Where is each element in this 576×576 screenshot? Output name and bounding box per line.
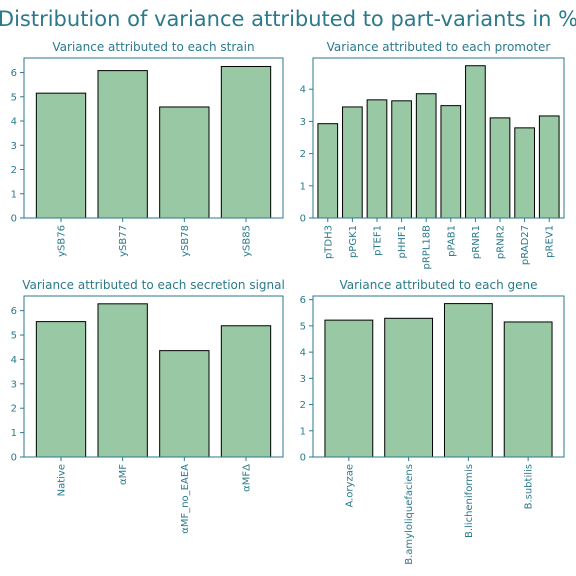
x-tick-label: pRPL18B bbox=[422, 225, 433, 270]
bar bbox=[443, 303, 493, 458]
subplot-secretion-signal: Variance attributed to each secretion si… bbox=[11, 278, 285, 534]
y-tick-label: 3 bbox=[11, 379, 17, 390]
bar bbox=[415, 93, 437, 219]
bar bbox=[220, 65, 272, 219]
y-tick-label: 4 bbox=[300, 85, 306, 96]
x-tick-label: pRNR2 bbox=[496, 225, 507, 259]
y-tick-label: 1 bbox=[11, 428, 17, 439]
bar bbox=[97, 303, 148, 458]
bar bbox=[440, 105, 462, 219]
y-tick-label: 5 bbox=[300, 321, 306, 332]
x-tick-label: B.amyloliquefaciens bbox=[404, 464, 415, 565]
x-tick-label: Native bbox=[57, 464, 68, 496]
x-tick-label: B.licheniformis bbox=[464, 464, 475, 538]
bar bbox=[35, 321, 87, 458]
bar bbox=[35, 92, 87, 219]
bar bbox=[514, 127, 535, 219]
x-tick-label: ySB78 bbox=[180, 225, 191, 257]
y-tick-label: 3 bbox=[300, 374, 306, 385]
axes-frame bbox=[23, 57, 284, 219]
axes-frame bbox=[23, 295, 284, 458]
y-tick-label: 4 bbox=[11, 355, 17, 366]
y-tick-label: 2 bbox=[300, 400, 306, 411]
bar bbox=[220, 325, 272, 458]
subplot-title: Variance attributed to each promoter bbox=[327, 40, 551, 54]
x-tick-label: αMF_no_EAEA bbox=[180, 464, 191, 534]
x-tick-label: pPAB1 bbox=[446, 225, 457, 257]
x-tick-label: pRAD27 bbox=[520, 225, 531, 265]
x-tick-label: pTDH3 bbox=[323, 225, 334, 259]
y-tick-label: 4 bbox=[300, 348, 306, 359]
y-tick-label: 3 bbox=[11, 141, 17, 152]
y-tick-label: 1 bbox=[11, 189, 17, 200]
x-tick-label: ySB76 bbox=[57, 225, 68, 257]
bar bbox=[465, 65, 486, 219]
subplot-title: Variance attributed to each secretion si… bbox=[22, 278, 285, 292]
bar bbox=[366, 99, 388, 219]
bar bbox=[159, 350, 210, 458]
subplot-title: Variance attributed to each strain bbox=[52, 40, 254, 54]
y-tick-label: 1 bbox=[300, 181, 306, 192]
bar bbox=[538, 115, 560, 219]
x-tick-label: A.oryzae bbox=[344, 464, 355, 508]
subplot-gene: Variance attributed to each gene 0 1 2 3 4 5 6 A… bbox=[300, 278, 565, 565]
bar bbox=[324, 319, 374, 458]
figure-title: Distribution of variance attributed to p… bbox=[0, 7, 576, 31]
x-tick-label: αMF bbox=[118, 464, 129, 485]
x-tick-label: αMFΔ bbox=[242, 464, 253, 492]
y-tick-label: 4 bbox=[11, 117, 17, 128]
axes-frame bbox=[312, 295, 565, 458]
y-tick-label: 6 bbox=[11, 68, 17, 79]
bar bbox=[503, 321, 553, 458]
x-tick-label: pTEF1 bbox=[372, 225, 383, 256]
bar bbox=[317, 123, 339, 219]
bar bbox=[391, 100, 412, 219]
y-tick-label: 0 bbox=[300, 214, 306, 225]
axes-frame bbox=[312, 57, 565, 219]
subplot-promoter: Variance attributed to each promoter 0 1 2 3… bbox=[300, 40, 565, 270]
y-tick-label: 6 bbox=[11, 306, 17, 317]
bar bbox=[342, 106, 363, 219]
x-tick-label: pHHF1 bbox=[397, 225, 408, 259]
x-tick-label: ySB77 bbox=[118, 225, 129, 257]
x-tick-label: pPGK1 bbox=[348, 225, 359, 258]
y-tick-label: 5 bbox=[11, 331, 17, 342]
y-tick-label: 0 bbox=[11, 214, 17, 225]
y-tick-label: 0 bbox=[11, 453, 17, 464]
bar bbox=[97, 70, 148, 219]
x-tick-label: ySB85 bbox=[242, 225, 253, 257]
y-tick-label: 1 bbox=[300, 426, 306, 437]
subplot-strain: Variance attributed to each strain 0 1 2 3 4 5… bbox=[11, 40, 284, 257]
x-tick-label: pRNR1 bbox=[471, 225, 482, 259]
bar bbox=[384, 317, 434, 458]
y-tick-label: 2 bbox=[11, 165, 17, 176]
bar bbox=[159, 106, 210, 219]
y-tick-label: 2 bbox=[300, 149, 306, 160]
y-tick-label: 5 bbox=[11, 92, 17, 103]
bar bbox=[489, 117, 511, 219]
y-tick-label: 0 bbox=[300, 453, 306, 464]
y-tick-label: 6 bbox=[300, 295, 306, 306]
subplot-title: Variance attributed to each gene bbox=[339, 278, 537, 292]
x-tick-label: pREV1 bbox=[545, 225, 556, 258]
x-tick-label: B.subtilis bbox=[524, 464, 535, 509]
y-tick-label: 2 bbox=[11, 404, 17, 415]
y-tick-label: 3 bbox=[300, 117, 306, 128]
